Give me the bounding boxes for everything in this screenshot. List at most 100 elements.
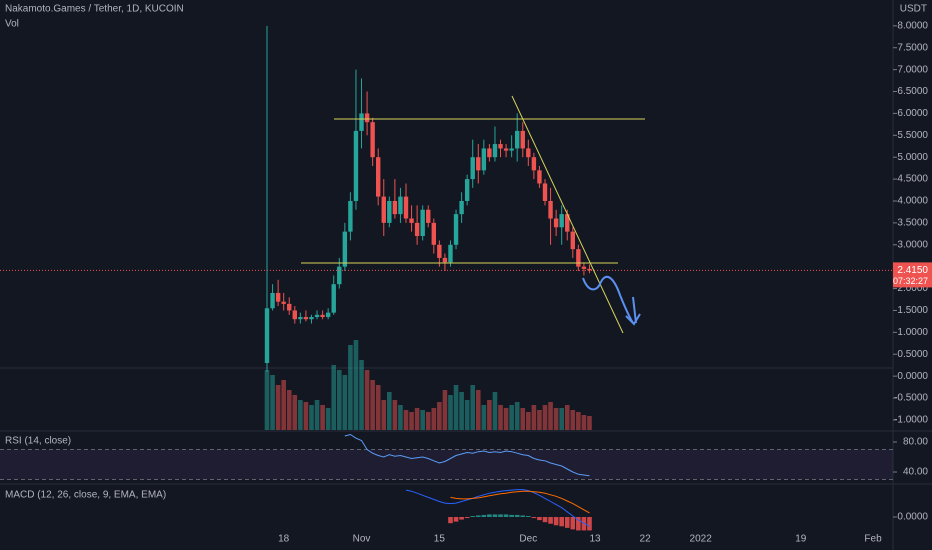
x-tick-label: 19 — [795, 534, 807, 545]
y-tick-label: 4.5000 — [897, 174, 928, 185]
candle-body — [348, 200, 353, 232]
currency-label: USDT — [900, 4, 927, 15]
candle-body — [353, 130, 359, 201]
volume-bar — [364, 370, 370, 430]
candle-body — [542, 183, 548, 201]
macd-histogram-bar — [481, 514, 487, 517]
volume-bar — [442, 390, 448, 430]
candle-body — [281, 301, 286, 304]
y-tick-label: 8.0000 — [897, 20, 928, 31]
volume-bar — [475, 390, 481, 430]
volume-bar — [353, 340, 359, 430]
candle-body — [431, 222, 436, 245]
macd-histogram-bar — [453, 517, 459, 522]
volume-bar — [342, 375, 348, 430]
forecast-arrow — [625, 296, 641, 326]
candle-body — [387, 200, 392, 223]
macd-histogram-bar — [503, 514, 509, 517]
volume-bar — [359, 360, 364, 430]
volume-bar — [320, 405, 325, 430]
candle-body — [464, 179, 470, 201]
candle-body — [503, 148, 509, 151]
volume-bar — [531, 405, 537, 430]
macd-histogram-bar — [487, 514, 492, 517]
candle-body — [553, 218, 559, 228]
candle-body — [581, 266, 587, 269]
y-tick-label: 0.0000 — [897, 512, 928, 523]
candle-body — [492, 144, 498, 158]
candle-body — [303, 317, 309, 320]
symbol-title: Nakamoto.Games / Tether, 1D, KUCOIN — [5, 4, 184, 15]
volume-bar — [275, 385, 281, 430]
y-tick-label: 2.0000 — [897, 283, 928, 294]
candle-body — [314, 314, 320, 318]
candle-body — [453, 214, 459, 245]
rsi-line — [344, 433, 590, 477]
macd-histogram-bar — [576, 517, 581, 531]
candle-body — [498, 144, 503, 149]
macd-title: MACD (12, 26, close, 9, EMA, EMA) — [5, 490, 166, 501]
last-price-box — [893, 262, 932, 288]
volume-bar — [431, 408, 437, 430]
candle-body — [509, 148, 514, 151]
candle-body — [337, 266, 342, 285]
macd-histogram-bar — [498, 514, 503, 517]
x-tick-label: Feb — [864, 534, 882, 545]
candle-body — [414, 222, 420, 237]
candle-body — [426, 209, 431, 223]
volume-bar — [336, 370, 342, 430]
candle-body — [342, 231, 348, 267]
candle-body — [442, 257, 448, 263]
volume-bar — [314, 400, 320, 430]
volume-bar — [526, 412, 531, 430]
y-tick-label: 5.5000 — [897, 130, 928, 141]
macd-histogram-bar — [492, 514, 498, 517]
macd-histogram-bar — [548, 517, 553, 524]
candle-body — [476, 157, 481, 171]
volume-bar — [520, 408, 526, 430]
y-tick-label: -0.5000 — [894, 393, 928, 404]
volume-bar — [587, 416, 592, 430]
candle-body — [309, 317, 314, 320]
volume-bar — [381, 400, 387, 430]
macd-histogram-bar — [537, 517, 542, 521]
volume-bar — [425, 412, 431, 430]
volume-bar — [537, 410, 542, 430]
countdown-label: 07:32:27 — [893, 276, 928, 286]
candle-body — [531, 157, 537, 171]
y-tick-label: 3.5000 — [897, 218, 928, 229]
y-tick-label: 5.0000 — [897, 152, 928, 163]
trend-line — [511, 95, 624, 334]
macd-line — [405, 489, 590, 527]
candle-body — [537, 170, 542, 184]
candle-body — [470, 157, 475, 180]
candle-body — [548, 200, 553, 219]
x-tick-label: Dec — [519, 534, 537, 545]
macd-histogram-bar — [559, 517, 564, 527]
signal-line — [450, 490, 590, 514]
y-tick-label: 0.0000 — [897, 371, 928, 382]
macd-histogram-bar — [509, 514, 514, 517]
candle-body — [331, 284, 336, 313]
volume-bar — [448, 395, 453, 430]
candle-body — [364, 113, 370, 123]
y-tick-label: 6.5000 — [897, 86, 928, 97]
volume-bar — [548, 402, 553, 430]
candle-body — [376, 157, 381, 197]
y-tick-label: -1.0000 — [894, 415, 928, 426]
volume-bar — [281, 380, 286, 430]
candle-body — [515, 130, 520, 149]
y-tick-label: 0.5000 — [897, 349, 928, 360]
price-axis: 8.0000 7.5000 7.0000 6.5000 6.0000 5.5000 5.00… — [893, 20, 932, 523]
drawings — [301, 95, 645, 334]
macd-histogram-bar — [459, 517, 464, 520]
volume-bar — [270, 375, 275, 430]
volume-bar — [309, 405, 314, 430]
y-tick-label: 7.0000 — [897, 64, 928, 75]
y-tick-label: 1.0000 — [897, 327, 928, 338]
volume-bar — [509, 405, 514, 430]
volume-label: Vol — [5, 19, 19, 30]
candle-body — [487, 148, 492, 158]
candle-body — [264, 308, 270, 364]
